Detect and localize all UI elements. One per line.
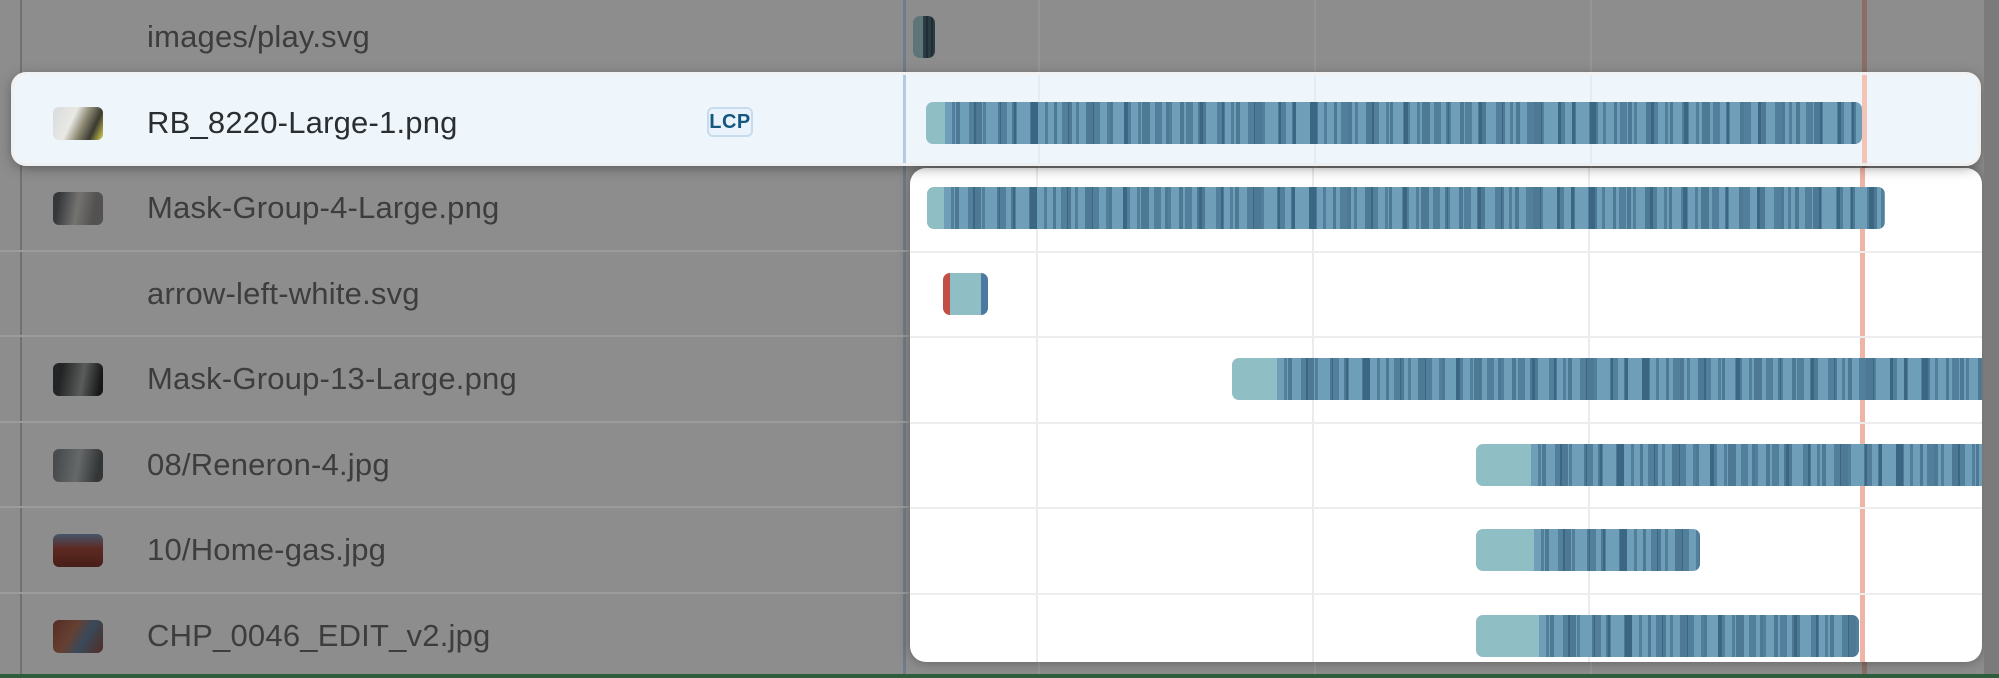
column-divider	[903, 0, 906, 678]
bar-segment-download-solid	[923, 16, 935, 58]
bar-segment-download	[1534, 529, 1700, 571]
lcp-badge: LCP	[707, 107, 753, 137]
waterfall-bar[interactable]	[1476, 529, 1700, 571]
waterfall-bar[interactable]	[926, 101, 1862, 144]
bar-segment-end	[981, 272, 988, 315]
file-thumbnail	[53, 192, 103, 225]
row-border	[0, 421, 912, 423]
load-event-line	[1862, 75, 1867, 163]
waterfall-bar[interactable]	[1476, 614, 1859, 657]
row-border	[910, 422, 1982, 424]
highlighted-request-row[interactable]: RB_8220-Large-1.png LCP	[14, 75, 1978, 163]
request-file-name[interactable]: arrow-left-white.svg	[147, 275, 420, 311]
bar-segment-wait	[1476, 443, 1531, 486]
bar-segment-download-solid-wait	[913, 16, 923, 58]
bar-segment-wait	[927, 187, 944, 229]
waterfall-bar[interactable]	[927, 187, 1885, 229]
row-border	[910, 593, 1982, 595]
row-border	[0, 250, 912, 252]
request-file-name[interactable]: 08/Reneron-4.jpg	[147, 446, 390, 482]
request-file-name[interactable]: Mask-Group-13-Large.png	[147, 361, 517, 396]
file-thumbnail	[53, 106, 103, 140]
file-thumbnail	[53, 448, 103, 482]
load-event-line	[1860, 168, 1865, 662]
scrollbar-dimmed[interactable]	[1984, 0, 1999, 678]
bar-segment-download	[944, 187, 1885, 229]
waterfall-bar[interactable]	[943, 272, 988, 315]
file-thumbnail	[53, 363, 103, 396]
file-thumbnail	[53, 619, 103, 653]
bar-segment-wait	[926, 101, 945, 144]
request-file-name[interactable]: 10/Home-gas.jpg	[147, 532, 387, 567]
waterfall-bar[interactable]	[1232, 358, 1982, 400]
column-divider	[903, 75, 906, 163]
panel-edge-line	[20, 0, 22, 678]
row-border	[0, 506, 912, 508]
bar-segment-download	[1531, 443, 1982, 486]
row-border	[0, 592, 912, 594]
request-file-name[interactable]: images/play.svg	[147, 19, 370, 54]
row-border	[910, 251, 1982, 253]
waterfall-bar[interactable]	[1476, 443, 1982, 486]
file-thumbnail	[53, 534, 103, 567]
timeline-gridline	[1312, 168, 1314, 662]
bar-segment-wait	[950, 272, 981, 315]
row-border	[910, 336, 1982, 338]
bar-segment-download	[1539, 614, 1859, 657]
bar-segment-wait	[1476, 529, 1534, 571]
request-file-name[interactable]: CHP_0046_EDIT_v2.jpg	[147, 617, 491, 653]
row-border	[910, 507, 1982, 509]
bar-segment-download	[1277, 358, 1982, 400]
waterfall-panel	[910, 168, 1982, 662]
bottom-edge-line	[0, 674, 1999, 678]
row-border	[0, 335, 912, 337]
bar-segment-download	[945, 101, 1862, 144]
request-file-name[interactable]: RB_8220-Large-1.png	[147, 104, 458, 140]
timeline-gridline	[1036, 168, 1038, 662]
bar-segment-wait	[1476, 614, 1539, 657]
waterfall-bar[interactable]	[913, 16, 935, 58]
timeline-gridline	[1588, 168, 1590, 662]
bar-segment-blocked	[943, 272, 950, 315]
bar-segment-wait	[1232, 358, 1277, 400]
request-file-name[interactable]: Mask-Group-4-Large.png	[147, 190, 500, 225]
